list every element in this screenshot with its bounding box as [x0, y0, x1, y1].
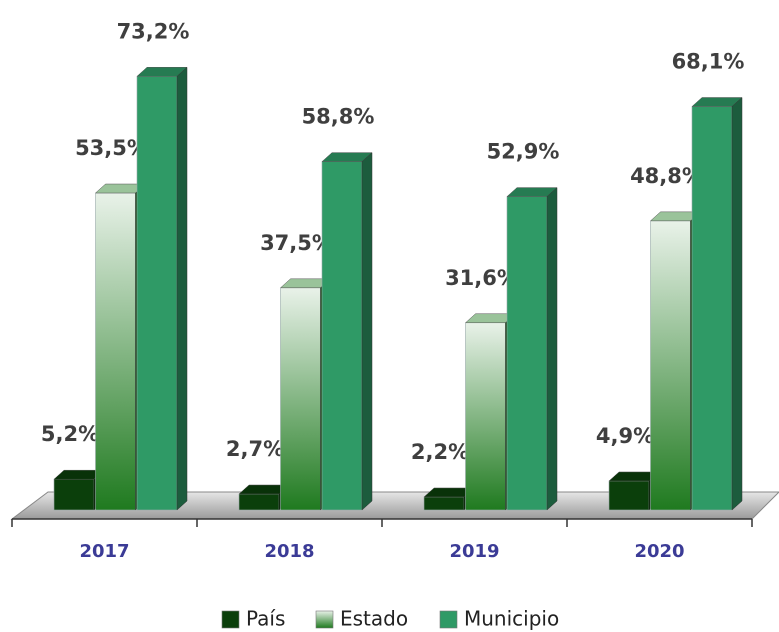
x-tick-label: 2018: [264, 541, 314, 562]
value-label: 2,2%: [411, 440, 469, 464]
bar-front: [280, 287, 321, 511]
bar-front: [321, 161, 363, 511]
x-tick-label: 2019: [449, 541, 499, 562]
x-tick-label: 2017: [79, 541, 129, 562]
bar-front: [53, 478, 95, 511]
legend-swatch: [221, 610, 240, 629]
bar-front: [136, 75, 178, 511]
bar-front: [608, 480, 650, 511]
value-label: 5,2%: [41, 422, 99, 446]
bar-front: [650, 220, 691, 511]
bar-side: [176, 66, 188, 511]
value-label: 48,8%: [630, 164, 703, 188]
bar-side: [731, 96, 743, 511]
bar-side: [361, 152, 373, 511]
bar-front: [506, 196, 548, 511]
bar-front: [465, 322, 506, 511]
bar: [423, 487, 475, 511]
bar-front: [238, 493, 280, 511]
value-label: 68,1%: [672, 50, 745, 74]
legend-label: Municipio: [464, 607, 559, 631]
value-label: 2,7%: [226, 437, 284, 461]
legend-swatch: [315, 610, 334, 629]
value-label: 4,9%: [596, 424, 654, 448]
value-label: 58,8%: [302, 105, 375, 129]
legend-label: País: [246, 607, 285, 631]
bar-front: [423, 496, 465, 511]
bar: [506, 187, 558, 511]
bar-front: [95, 192, 136, 511]
value-label: 73,2%: [117, 19, 190, 43]
bar: [136, 66, 188, 511]
value-label: 53,5%: [75, 136, 148, 160]
value-label: 52,9%: [487, 140, 560, 164]
value-label: 31,6%: [445, 266, 518, 290]
bar-side: [546, 187, 558, 511]
bar: [691, 96, 743, 511]
bar: [321, 152, 373, 511]
legend-label: Estado: [340, 607, 408, 631]
bar-front: [691, 106, 733, 511]
x-tick-label: 2020: [634, 541, 684, 562]
legend-swatch: [439, 610, 458, 629]
value-label: 37,5%: [260, 231, 333, 255]
